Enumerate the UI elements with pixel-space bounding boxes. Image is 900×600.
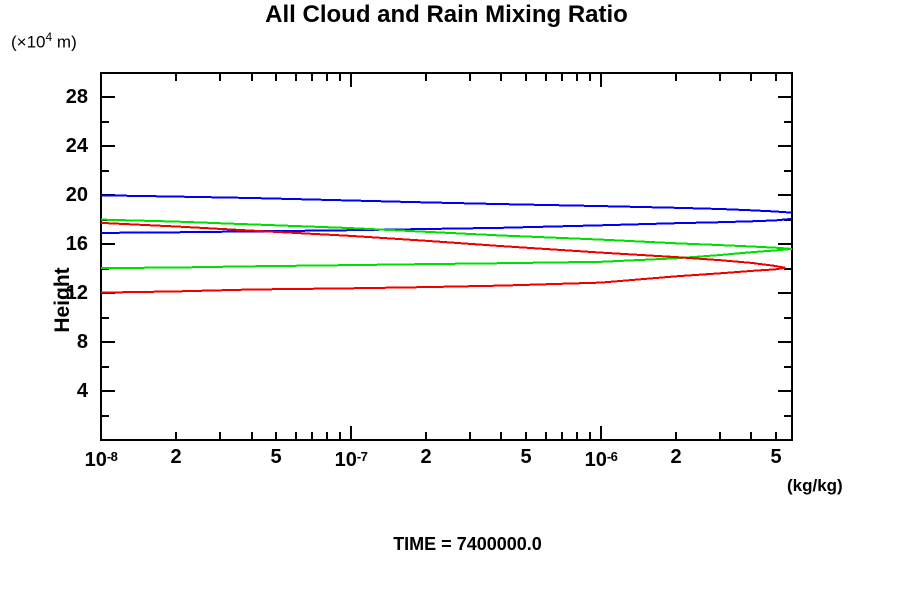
chart-title: All Cloud and Rain Mixing Ratio <box>265 1 628 28</box>
series-blue-profile <box>100 194 793 214</box>
y-tick-label: 20 <box>65 184 88 207</box>
x-tick-label: 10-6 <box>585 447 618 470</box>
x-tick-label: 10-7 <box>335 447 368 470</box>
y-tick-label: 28 <box>65 86 88 109</box>
x-tick-base: 10 <box>584 449 607 471</box>
x-tick-label: 10-8 <box>85 447 118 470</box>
x-tick-base: 2 <box>670 446 682 468</box>
x-tick-base: 2 <box>170 446 182 468</box>
x-tick-exponent: -7 <box>356 449 368 464</box>
y-tick-label: 24 <box>65 135 88 158</box>
x-tick-base: 10 <box>334 449 357 471</box>
x-tick-label: 5 <box>770 447 781 467</box>
x-tick-base: 5 <box>770 446 782 468</box>
y-units-rest: m) <box>52 32 77 52</box>
x-tick-base: 2 <box>420 446 432 468</box>
y-units-base: (×10 <box>11 32 46 52</box>
y-tick-label: 12 <box>65 282 88 305</box>
x-axis-units-label: (kg/kg) <box>787 476 843 495</box>
y-units-exponent: 4 <box>45 30 53 44</box>
x-tick-base: 5 <box>270 446 282 468</box>
x-tick-label: 5 <box>520 447 531 467</box>
series-blue-profile <box>100 217 793 234</box>
series-red-profile <box>100 221 786 294</box>
y-tick-label: 16 <box>65 233 88 256</box>
x-tick-label: 2 <box>670 447 681 467</box>
series-green-profile <box>100 218 793 270</box>
x-tick-label: 2 <box>420 447 431 467</box>
x-tick-exponent: -8 <box>106 449 118 464</box>
x-tick-label: 5 <box>270 447 281 467</box>
y-tick-label: 4 <box>76 380 88 403</box>
x-tick-exponent: -6 <box>606 449 618 464</box>
y-tick-label: 8 <box>76 331 88 354</box>
plot-box <box>100 72 793 441</box>
time-label: TIME = 7400000.0 <box>393 534 542 554</box>
x-tick-base: 5 <box>520 446 532 468</box>
y-axis-units-label: (×104 m) <box>11 30 77 53</box>
x-tick-base: 10 <box>84 449 107 471</box>
x-tick-label: 2 <box>170 447 181 467</box>
